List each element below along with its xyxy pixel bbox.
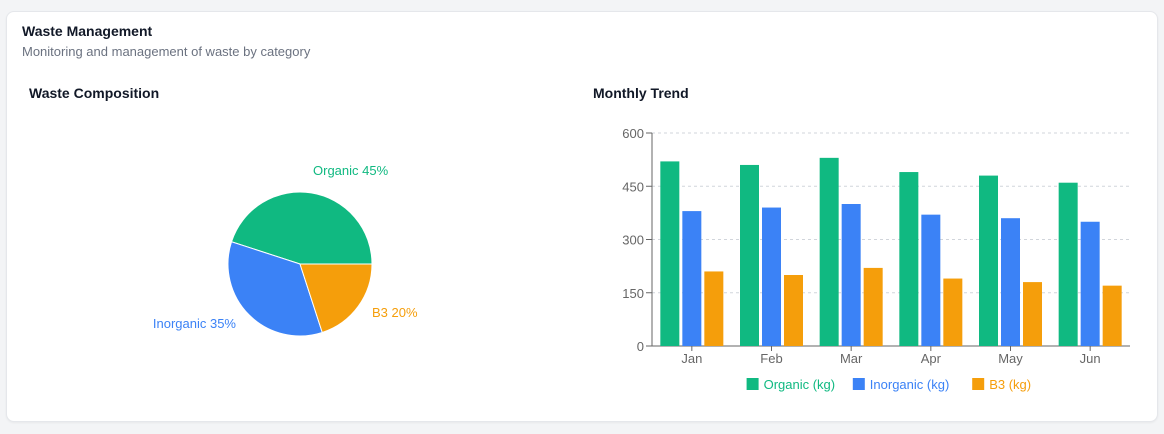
- y-tick-label: 300: [622, 233, 644, 248]
- pie-label-inorganic: Inorganic 35%: [153, 316, 237, 331]
- x-tick-label: Jan: [681, 351, 702, 366]
- x-tick-label: Mar: [840, 351, 863, 366]
- legend-item-inorganic[interactable]: Inorganic (kg): [870, 377, 949, 392]
- bar-apr-b3[interactable]: [943, 278, 963, 346]
- y-tick-label: 0: [637, 339, 644, 354]
- x-tick-label: May: [998, 351, 1023, 366]
- legend-item-organic[interactable]: Organic (kg): [764, 377, 836, 392]
- composition-title: Waste Composition: [29, 85, 160, 101]
- bar-mar-inorganic[interactable]: [841, 204, 861, 346]
- pie-slice-organic[interactable]: [230, 191, 373, 265]
- bar-jan-inorganic[interactable]: [682, 211, 702, 346]
- legend-swatch: [746, 378, 759, 390]
- x-tick-label: Feb: [760, 351, 782, 366]
- legend-swatch: [852, 378, 865, 390]
- y-tick-label: 450: [622, 179, 644, 194]
- trend-title: Monthly Trend: [593, 85, 689, 101]
- bar-may-inorganic[interactable]: [1001, 218, 1020, 346]
- pie-label-b3: B3 20%: [372, 305, 418, 320]
- page-subtitle: Monitoring and management of waste by ca…: [22, 44, 311, 59]
- bar-jan-b3[interactable]: [704, 271, 724, 346]
- bar-may-b3[interactable]: [1023, 282, 1042, 346]
- bar-jun-organic[interactable]: [1058, 182, 1078, 346]
- bar-feb-inorganic[interactable]: [762, 207, 781, 346]
- bar-mar-organic[interactable]: [819, 157, 839, 346]
- bar-may-organic[interactable]: [979, 175, 998, 346]
- x-tick-label: Apr: [921, 351, 942, 366]
- pie-slice-b3[interactable]: [299, 263, 373, 334]
- page-title: Waste Management: [22, 23, 153, 39]
- legend-item-b3[interactable]: B3 (kg): [989, 377, 1031, 392]
- bar-apr-inorganic[interactable]: [921, 214, 941, 346]
- bar-jun-inorganic[interactable]: [1080, 221, 1100, 346]
- y-tick-label: 150: [622, 286, 644, 301]
- y-tick-label: 600: [622, 126, 644, 141]
- legend-swatch: [972, 378, 985, 390]
- x-tick-label: Jun: [1080, 351, 1101, 366]
- bar-jan-organic[interactable]: [660, 161, 680, 346]
- bar-feb-organic[interactable]: [740, 164, 759, 346]
- bar-feb-b3[interactable]: [784, 275, 803, 346]
- waste-management-card: [6, 11, 1158, 422]
- bar-mar-b3[interactable]: [863, 267, 883, 346]
- bar-jun-b3[interactable]: [1102, 285, 1122, 346]
- pie-label-organic: Organic 45%: [313, 163, 389, 178]
- pie-slice-inorganic[interactable]: [227, 241, 323, 337]
- bar-apr-organic[interactable]: [899, 172, 919, 346]
